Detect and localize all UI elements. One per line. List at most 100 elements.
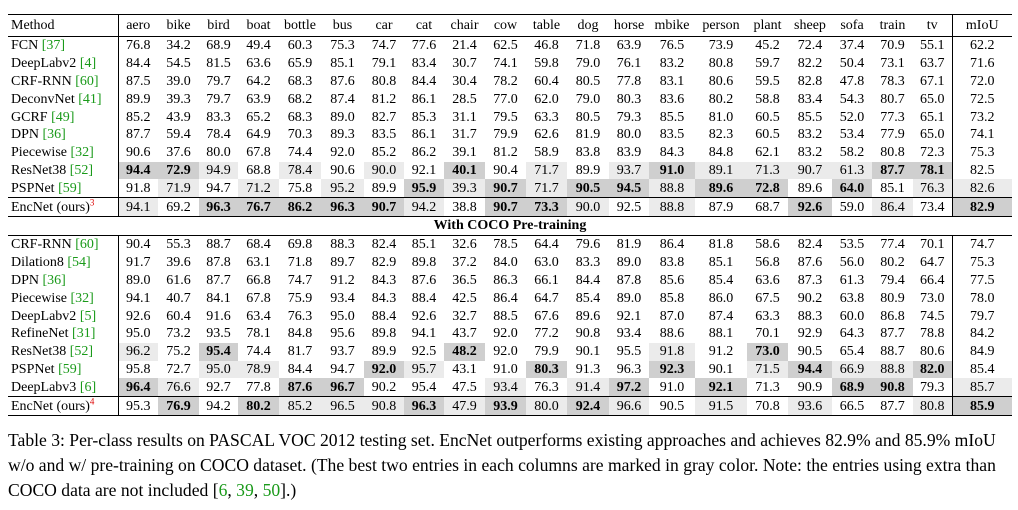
value-cell: 62.5	[493, 38, 518, 54]
best-value-cell: 64.0	[832, 179, 872, 198]
method-name: DeepLabv2	[11, 308, 77, 324]
value-cell: 82.5	[951, 161, 1012, 180]
table-row: DPN [36] 87.7 59.4 78.4 64.9 70.3 89.3 83.5 86.1…	[8, 125, 1012, 144]
value-cell: 95.0	[126, 326, 151, 342]
value-cell: 72.5	[951, 90, 1012, 109]
value-cell: 86.8	[880, 308, 905, 324]
best-value-cell: 72.8	[747, 179, 788, 198]
column-header: cow	[485, 14, 526, 37]
value-cell: 79.4	[880, 272, 905, 288]
value-cell: 86.3	[493, 272, 518, 288]
second-value-cell: 91.8	[649, 342, 695, 361]
value-cell: 84.8	[708, 145, 734, 161]
table-row: EncNet (ours)4 95.3 76.9 94.2 80.2 85.2 96.5 90…	[8, 396, 1012, 416]
value-cell: 73.4	[913, 197, 952, 217]
value-cell: 58.8	[755, 91, 780, 107]
best-value-cell: 90.7	[364, 197, 404, 217]
caption-text: Table 3: Per-class results on PASCAL VOC…	[8, 430, 996, 500]
best-value-cell: 94.4	[788, 360, 832, 379]
table-row: PSPNet [59] 91.8 71.9 94.7 71.2 75.8 95.2 89.9 9…	[8, 179, 1012, 198]
second-value-cell: 80.8	[913, 396, 952, 416]
method-cell: DPN [36]	[8, 271, 119, 290]
best-value-cell: 76.7	[238, 197, 279, 217]
second-value-cell: 61.3	[832, 161, 872, 180]
value-cell: 76.5	[659, 38, 685, 54]
value-cell: 92.1	[411, 162, 437, 178]
value-cell: 82.9	[371, 255, 397, 271]
value-cell: 94.7	[330, 361, 355, 377]
citation: 39	[236, 480, 254, 500]
value-cell: 83.3	[575, 255, 601, 271]
method-name: ResNet38	[11, 344, 67, 360]
best-value-cell: 80.3	[526, 360, 567, 379]
value-cell: 72.4	[797, 38, 823, 54]
value-cell: 79.5	[493, 109, 518, 125]
results-table: Method aero bike bird boat bottle bus car cat cha…	[8, 14, 1012, 416]
value-cell: 89.6	[797, 180, 823, 196]
value-cell: 80.0	[616, 127, 642, 143]
value-cell: 37.6	[166, 145, 191, 161]
column-header: horse	[609, 14, 649, 37]
value-cell: 90.2	[371, 379, 397, 395]
value-cell: 63.9	[246, 91, 271, 107]
value-cell: 56.8	[755, 255, 780, 271]
value-cell: 30.7	[452, 56, 477, 72]
value-cell: 86.4	[659, 237, 685, 253]
value-cell: 95.8	[126, 361, 151, 377]
value-cell: 63.3	[534, 109, 559, 125]
value-cell: 79.9	[493, 127, 518, 143]
table-row: Piecewise [32] 90.6 37.6 80.0 67.8 74.4 92.0 85…	[8, 143, 1012, 162]
value-cell: 82.4	[797, 237, 823, 253]
value-cell: 88.7	[206, 237, 231, 253]
value-cell: 79.0	[575, 56, 601, 72]
value-cell: 39.3	[166, 91, 191, 107]
second-value-cell: 93.6	[788, 396, 832, 416]
value-cell: 70.9	[880, 38, 905, 54]
second-value-cell: 90.0	[567, 197, 609, 217]
second-value-cell: 90.8	[364, 396, 404, 416]
best-value-cell: 78.1	[913, 161, 952, 180]
value-cell: 94.2	[199, 396, 238, 416]
value-cell: 69.2	[158, 197, 199, 217]
column-header: sofa	[832, 14, 872, 37]
best-value-cell: 91.0	[649, 161, 695, 180]
value-cell: 90.1	[575, 344, 601, 360]
value-cell: 80.0	[206, 145, 231, 161]
value-cell: 96.3	[616, 361, 642, 377]
value-cell: 71.6	[951, 54, 1012, 73]
value-cell: 76.8	[126, 38, 151, 54]
value-cell: 74.7	[371, 38, 397, 54]
value-cell: 84.2	[951, 324, 1012, 343]
value-cell: 70.1	[755, 326, 780, 342]
best-value-cell: 87.7	[872, 161, 913, 180]
value-cell: 87.7	[126, 127, 151, 143]
method-cell: ResNet38 [52]	[8, 342, 119, 361]
table-row: GCRF [49] 85.2 43.9 83.3 65.2 68.3 89.0 82.7 85.…	[8, 108, 1012, 126]
value-cell: 68.3	[287, 109, 313, 125]
value-cell: 54.5	[166, 56, 191, 72]
value-cell: 60.3	[287, 38, 313, 54]
value-cell: 88.5	[493, 308, 518, 324]
method-name: DeepLabv3	[11, 379, 77, 395]
method-cell: EncNet (ours)3	[8, 197, 119, 217]
value-cell: 75.2	[166, 344, 191, 360]
value-cell: 63.6	[246, 56, 271, 72]
best-value-cell: 76.9	[158, 396, 199, 416]
value-cell: 76.3	[534, 379, 559, 395]
best-value-cell: 40.1	[444, 161, 485, 180]
value-cell: 37.2	[452, 255, 477, 271]
second-value-cell: 95.0	[199, 360, 238, 379]
value-cell: 90.6	[330, 162, 355, 178]
second-value-cell: 71.7	[526, 179, 567, 198]
best-value-cell: 92.6	[788, 197, 832, 217]
value-cell: 90.4	[493, 162, 518, 178]
value-cell: 84.4	[411, 73, 437, 89]
value-cell: 90.2	[797, 290, 823, 306]
table-row: Dilation8 [54] 91.7 39.6 87.8 63.1 71.8 89.7 82…	[8, 253, 1012, 272]
second-value-cell: 91.5	[695, 396, 747, 416]
value-cell: 85.6	[659, 272, 685, 288]
value-cell: 77.3	[880, 109, 905, 125]
value-cell: 85.2	[371, 145, 397, 161]
value-cell: 50.4	[839, 56, 865, 72]
